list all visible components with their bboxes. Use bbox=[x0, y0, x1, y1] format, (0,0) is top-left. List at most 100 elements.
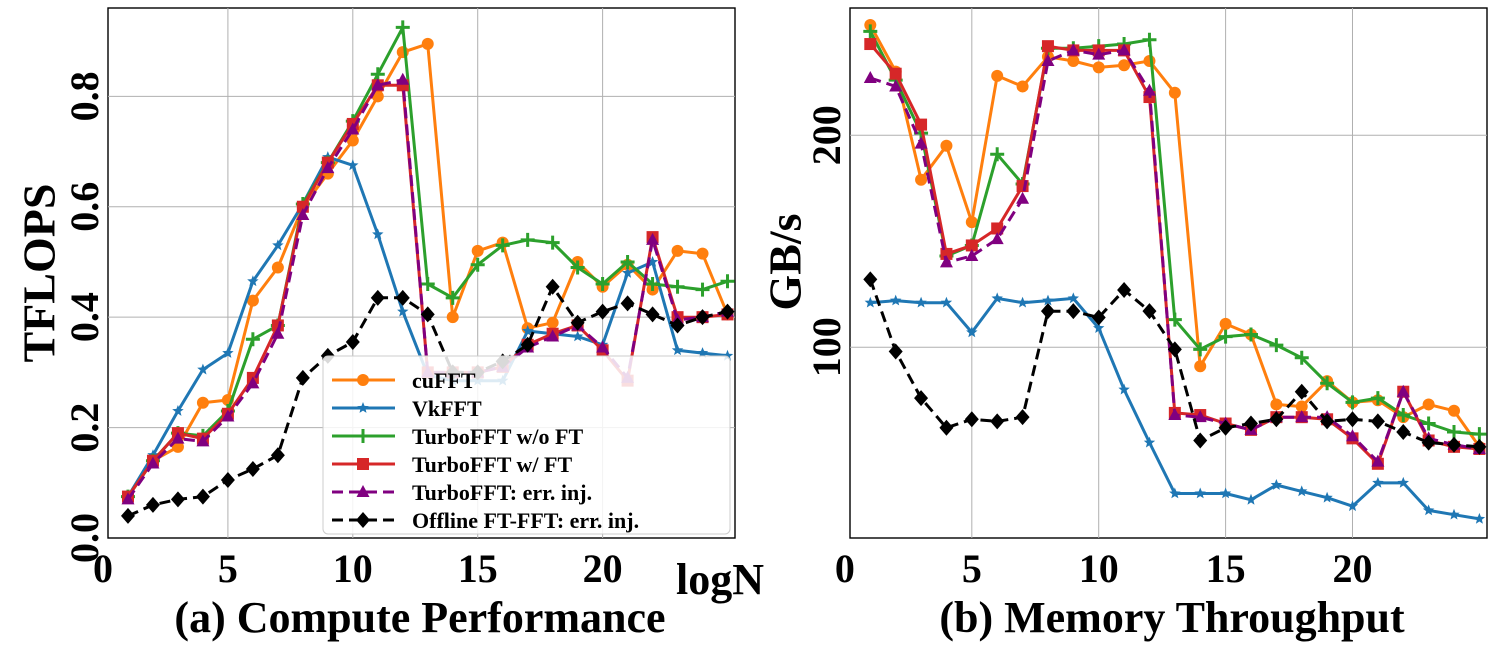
panel-a-point-turbo_noft bbox=[595, 277, 610, 292]
panel-a-point-turbo_noft bbox=[720, 274, 735, 289]
panel-b-point-cufft bbox=[1168, 86, 1181, 99]
panel-b-point-turbo_inj bbox=[1041, 54, 1055, 66]
panel-b-line-turbo_inj bbox=[869, 48, 1480, 464]
panel-a-point-offline_inj bbox=[295, 369, 310, 386]
panel-a-point-offline_inj bbox=[170, 491, 185, 508]
panel-a-point-turbo_inj bbox=[396, 72, 410, 85]
panel-a-point-turbo_noft bbox=[520, 232, 535, 247]
panel-b-point-turbo_inj bbox=[1193, 410, 1207, 423]
panel-a-y-axis-label: TFLOPS bbox=[14, 184, 65, 363]
panel-a-point-turbo_noft bbox=[495, 238, 510, 253]
panel-a-point-turbo_noft bbox=[620, 254, 635, 269]
panel-b-point-vkfft bbox=[864, 296, 876, 308]
panel-a-point-turbo_inj bbox=[546, 329, 560, 342]
panel-a-point-vkfft bbox=[571, 330, 584, 342]
panel-b-point-cufft bbox=[1219, 317, 1232, 330]
panel-b-point-cufft bbox=[1016, 80, 1029, 93]
panel-b-point-vkfft bbox=[991, 292, 1003, 304]
panel-a-point-vkfft bbox=[671, 344, 684, 356]
panel-b-point-turbo_ft bbox=[915, 118, 928, 131]
panel-b-y-tick-label: 200 bbox=[804, 105, 849, 165]
panel-b-point-turbo_inj bbox=[1295, 410, 1309, 423]
panel-a-point-vkfft bbox=[247, 275, 259, 287]
panel-b-point-turbo_noft bbox=[1269, 338, 1284, 353]
panel-b-point-offline_inj bbox=[1167, 341, 1182, 358]
panel-b-point-turbo_noft bbox=[1294, 350, 1309, 365]
panel-a-point-vkfft bbox=[197, 363, 209, 375]
panel-b-point-turbo_noft bbox=[1167, 312, 1182, 327]
legend-entry-turbo_ft: TurboFFT w/ FT bbox=[332, 452, 572, 477]
panel-a-point-turbo_inj bbox=[171, 431, 185, 444]
panel-a-point-turbo_inj bbox=[121, 492, 135, 505]
panel-b-point-offline_inj bbox=[863, 271, 878, 288]
panel-b-x-tick-label: 15 bbox=[1206, 546, 1246, 591]
panel-b-point-offline_inj bbox=[964, 411, 979, 428]
panel-b-point-offline_inj bbox=[939, 419, 954, 436]
panel-b-point-turbo_inj bbox=[1168, 408, 1182, 421]
panel-b-point-turbo_noft bbox=[1345, 395, 1360, 410]
panel-b-point-turbo_inj bbox=[1092, 47, 1106, 60]
panel-a-point-offline_inj bbox=[670, 317, 685, 334]
panel-b-point-turbo_inj bbox=[990, 232, 1004, 245]
panel-a-point-cufft bbox=[346, 134, 359, 147]
legend-marker-turbo_noft bbox=[356, 429, 370, 443]
panel-b-point-offline_inj bbox=[1218, 419, 1233, 436]
panel-b-point-offline_inj bbox=[914, 390, 929, 407]
panel-b-point-turbo_inj bbox=[1117, 43, 1131, 56]
panel-a-y-tick-label: 0.8 bbox=[62, 71, 107, 121]
panel-b-point-turbo_noft bbox=[1142, 32, 1157, 47]
panel-a-compute-performance: 0 5 10 15 20 0.0 0.2 0.4 0.6 0.8 TFLOPS logN (a) … bbox=[14, 7, 764, 642]
panel-b-point-offline_inj bbox=[888, 343, 903, 360]
panel-b-point-vkfft bbox=[940, 296, 953, 308]
panel-b-point-turbo_ft bbox=[965, 239, 978, 252]
panel-b-point-vkfft bbox=[1118, 383, 1130, 395]
panel-b-point-turbo_noft bbox=[1472, 427, 1487, 442]
panel-a-caption: (a) Compute Performance bbox=[174, 593, 665, 642]
panel-a-x-tick-label: 5 bbox=[218, 546, 238, 591]
legend-entry-turbo_inj: TurboFFT: err. inj. bbox=[332, 480, 592, 505]
panel-b-point-offline_inj bbox=[1142, 303, 1157, 320]
panel-b-point-offline_inj bbox=[1472, 438, 1487, 455]
legend-marker-vkfft bbox=[357, 402, 369, 413]
panel-b-x-tick-label: 5 bbox=[962, 546, 982, 591]
panel-b-series-offline_inj bbox=[863, 271, 1487, 455]
panel-a-point-vkfft bbox=[397, 305, 409, 317]
panel-a-point-vkfft bbox=[222, 347, 234, 358]
panel-b-point-vkfft bbox=[1219, 487, 1232, 499]
panel-b-point-turbo_noft bbox=[1218, 329, 1233, 344]
panel-b-y-tick-label: 100 bbox=[804, 317, 849, 377]
panel-b-series-vkfft bbox=[864, 292, 1486, 524]
panel-a-point-turbo_inj bbox=[221, 409, 235, 422]
panel-b-x-tick-label: 20 bbox=[1332, 546, 1372, 591]
panel-a-point-turbo_noft bbox=[670, 279, 685, 294]
panel-a-point-turbo_noft bbox=[570, 260, 585, 275]
panel-b-point-vkfft bbox=[1473, 512, 1486, 524]
panel-a-point-turbo_noft bbox=[545, 235, 560, 250]
panel-a-point-turbo_inj bbox=[646, 232, 660, 245]
panel-a-point-vkfft bbox=[272, 239, 284, 251]
panel-b-point-turbo_ft bbox=[991, 222, 1004, 235]
panel-b-point-vkfft bbox=[915, 296, 927, 308]
panel-b-point-vkfft bbox=[1372, 476, 1384, 488]
panel-b-point-turbo_inj bbox=[1016, 191, 1030, 204]
panel-a-point-cufft bbox=[471, 244, 484, 257]
panel-b-point-cufft bbox=[1270, 398, 1283, 411]
panel-b-point-offline_inj bbox=[1243, 415, 1258, 432]
panel-a-point-turbo_noft bbox=[695, 282, 710, 297]
panel-a-point-offline_inj bbox=[245, 460, 260, 477]
panel-a-point-vkfft bbox=[621, 267, 634, 278]
legend-label-turbo_inj: TurboFFT: err. inj. bbox=[412, 480, 592, 505]
panel-a-point-turbo_noft bbox=[395, 20, 410, 35]
panel-b-point-cufft bbox=[1067, 55, 1080, 67]
legend-box bbox=[322, 355, 731, 535]
panel-a-point-offline_inj bbox=[345, 334, 360, 351]
panel-b-point-offline_inj bbox=[1091, 309, 1106, 326]
panel-b-point-offline_inj bbox=[1396, 424, 1411, 440]
panel-b-point-turbo_ft bbox=[940, 247, 953, 260]
panel-a-point-offline_inj bbox=[695, 309, 710, 326]
panel-a-point-vkfft bbox=[721, 349, 734, 361]
panel-b-point-cufft bbox=[1118, 59, 1131, 72]
panel-b-point-turbo_inj bbox=[965, 249, 979, 262]
panel-a-point-offline_inj bbox=[620, 295, 635, 312]
